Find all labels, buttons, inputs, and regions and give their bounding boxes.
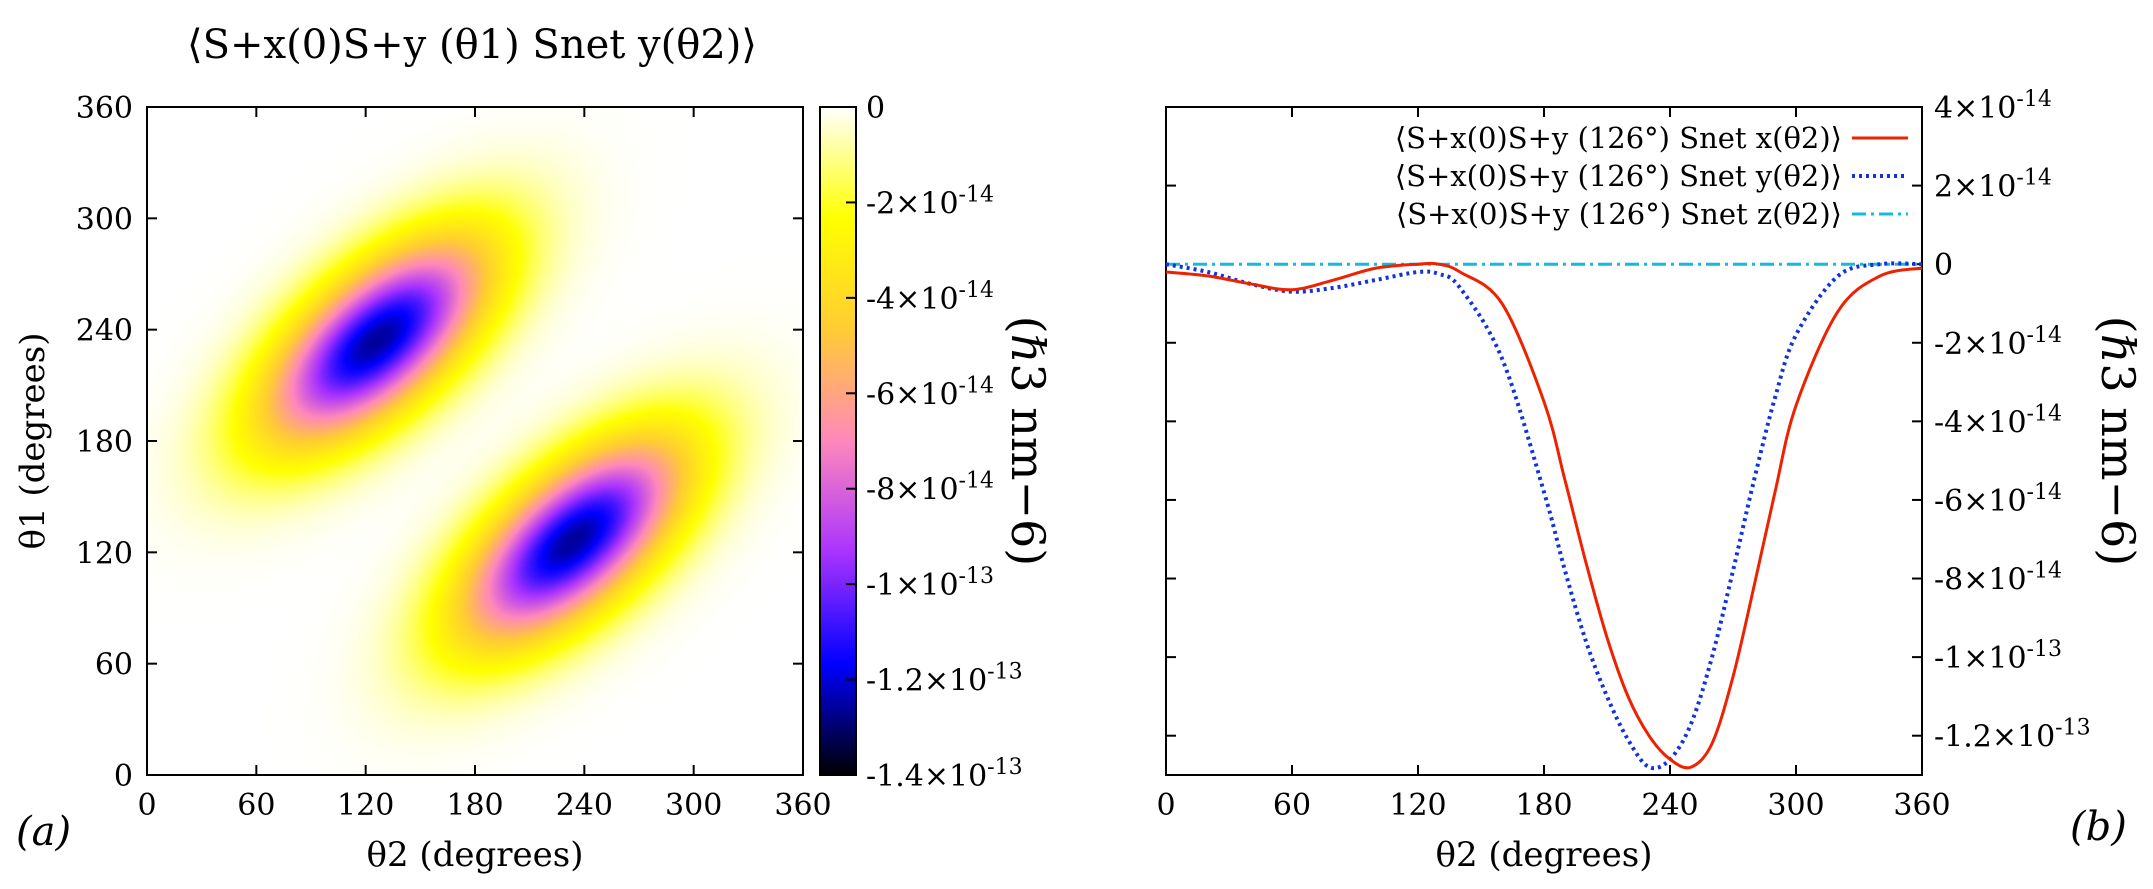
legend-entry-bg [1372, 198, 1850, 232]
heatmap-x-label: θ2 (degrees) [366, 835, 583, 875]
colorbar-tick-label: -8×10-14 [866, 469, 994, 508]
line-x-tick-label: 120 [1389, 788, 1446, 823]
heatmap-y-tick-label: 360 [76, 91, 133, 126]
heatmap-x-ticks: 0 60 120 180 240 300 360 [137, 107, 832, 823]
heatmap-plot-area [147, 107, 803, 775]
legend-entry-label: ⟨S+x(0)S+y (126°) Snet x(θ2)⟩ [1395, 121, 1842, 155]
line-legend: ⟨S+x(0)S+y (126°) Snet x(θ2)⟩ ⟨S+x(0)S+y … [1372, 121, 1908, 232]
line-x-tick-label: 180 [1515, 788, 1572, 823]
line-y-tick-label: -1.2×10-13 [1934, 716, 2091, 755]
colorbar-tick-label: -1.2×10-13 [866, 660, 1023, 699]
legend-entry-bg [1372, 122, 1850, 156]
heatmap-y-tick-label: 240 [76, 314, 133, 349]
heatmap-x-tick-label: 240 [556, 788, 613, 823]
line-x-ticks: 0 60 120 180 240 300 360 [1156, 107, 1951, 823]
line-panel: 0 60 120 180 240 300 360 4×10-14 2×10-14 0 -2×10-… [1156, 87, 2145, 875]
heatmap-canvas [147, 107, 803, 775]
line-x-tick-label: 360 [1893, 788, 1950, 823]
line-y-tick-label: -1×10-13 [1934, 637, 2062, 676]
panel-label-b: (b) [2070, 804, 2127, 850]
panel-label-a: (a) [16, 809, 71, 855]
line-y-tick-label: -6×10-14 [1934, 480, 2062, 519]
colorbar [819, 106, 857, 776]
heatmap-y-tick-label: 0 [114, 759, 133, 794]
heatmap-y-tick-label: 120 [76, 536, 133, 571]
line-y-tick-label: -4×10-14 [1934, 401, 2062, 440]
heatmap-x-tick-label: 300 [665, 788, 722, 823]
line-y-label: (ℏ3 nm−6) [2091, 316, 2145, 566]
colorbar-tick-label: -2×10-14 [866, 182, 994, 221]
colorbar-tick-label: -1×10-13 [866, 564, 994, 603]
line-y-ticks: 4×10-14 2×10-14 0 -2×10-14 -4×10-14 -6×10-14 -… [1166, 87, 2091, 755]
line-x-tick-label: 240 [1641, 788, 1698, 823]
heatmap-title: ⟨S+x(0)S+y (θ1) Snet y(θ2)⟩ [187, 22, 757, 68]
heatmap-y-label: θ1 (degrees) [13, 332, 53, 549]
heatmap-x-tick-label: 60 [237, 788, 275, 823]
line-x-label: θ2 (degrees) [1435, 835, 1652, 875]
legend-entry-label: ⟨S+x(0)S+y (126°) Snet y(θ2)⟩ [1395, 159, 1842, 193]
legend-entry-bg [1372, 160, 1850, 194]
line-y-tick-label: -2×10-14 [1934, 323, 2062, 362]
line-x-tick-label: 300 [1767, 788, 1824, 823]
heatmap-panel: ⟨S+x(0)S+y (θ1) Snet y(θ2)⟩ 0 60 120 180 240… [13, 22, 1055, 875]
colorbar-tick-label: -1.4×10-13 [866, 755, 1023, 794]
heatmap-x-tick-label: 0 [137, 788, 156, 823]
series-line-x [1165, 261, 1923, 770]
legend-entry-label: ⟨S+x(0)S+y (126°) Snet z(θ2)⟩ [1396, 197, 1842, 231]
line-y-tick-label: -8×10-14 [1934, 559, 2062, 598]
colorbar-tick-label: -4×10-14 [866, 278, 994, 317]
line-series [1165, 261, 1923, 771]
colorbar-tick-label: -6×10-14 [866, 373, 994, 412]
series-line-y [1165, 261, 1923, 771]
heatmap-x-tick-label: 120 [337, 788, 394, 823]
line-y-tick-label: 2×10-14 [1934, 166, 2052, 205]
line-y-tick-label: 0 [1934, 248, 1953, 283]
colorbar-ticks: 0 -2×10-14 -4×10-14 -6×10-14 -8×10-14 -1×10-1… [846, 91, 1023, 794]
line-y-tick-label: 4×10-14 [1934, 87, 2052, 126]
heatmap-y-tick-label: 180 [76, 425, 133, 460]
heatmap-x-tick-label: 180 [446, 788, 503, 823]
heatmap-x-tick-label: 360 [774, 788, 831, 823]
heatmap-y-tick-label: 60 [95, 648, 133, 683]
colorbar-label: (ℏ3 nm−6) [1001, 316, 1055, 566]
line-x-tick-label: 0 [1156, 788, 1175, 823]
heatmap-y-ticks: 0 60 120 180 240 300 360 [76, 91, 803, 794]
colorbar-tick-label: 0 [866, 91, 885, 126]
line-x-tick-label: 60 [1273, 788, 1311, 823]
heatmap-y-tick-label: 300 [76, 202, 133, 237]
